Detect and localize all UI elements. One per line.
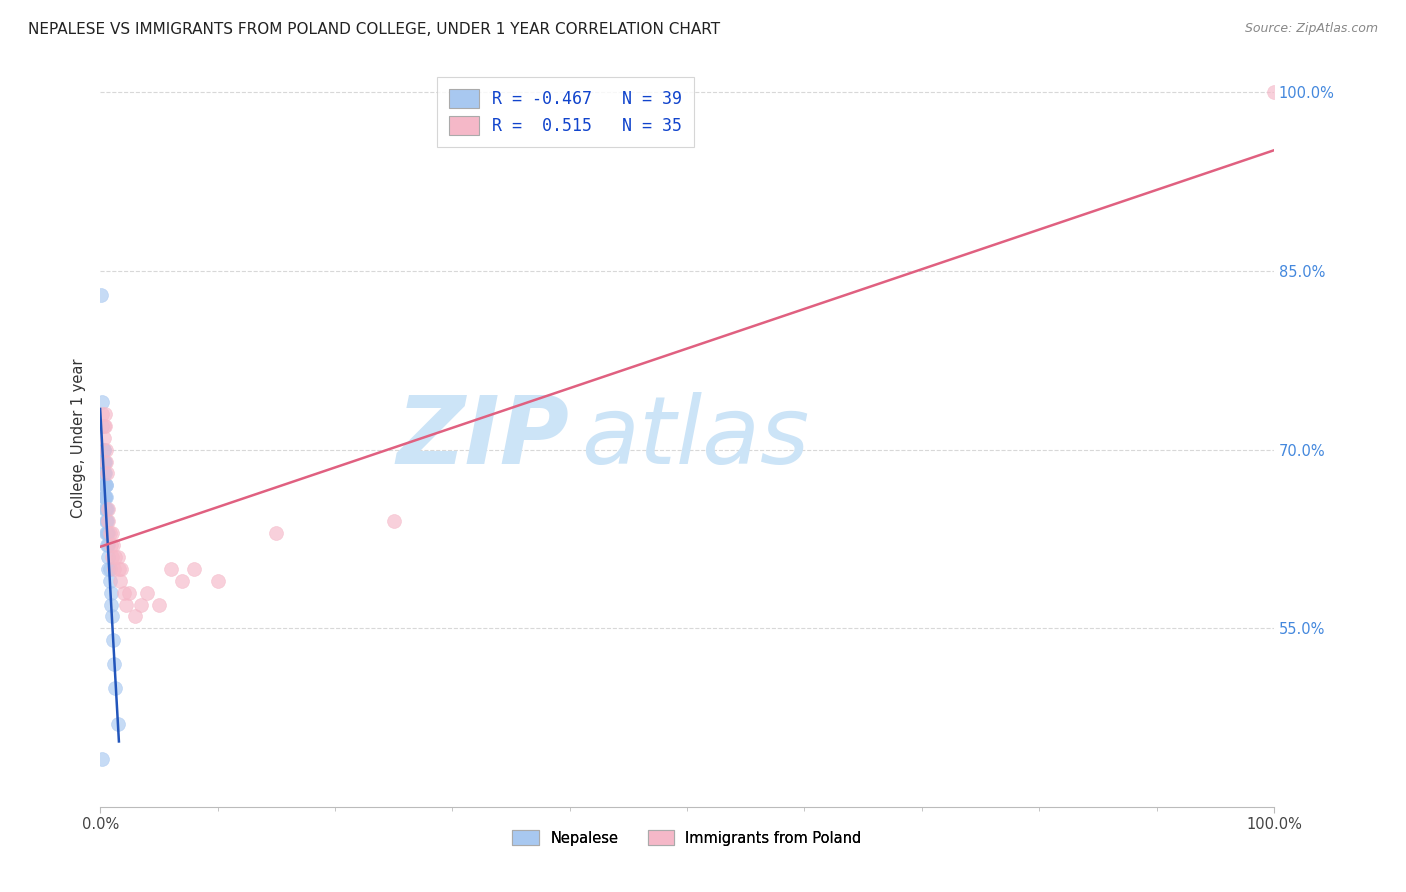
Point xyxy=(107,549,129,564)
Point xyxy=(101,633,124,648)
Point xyxy=(91,395,114,409)
Point xyxy=(94,491,117,505)
Point xyxy=(94,491,117,505)
Point xyxy=(94,467,117,481)
Point xyxy=(90,288,112,302)
Text: atlas: atlas xyxy=(582,392,810,483)
Point xyxy=(93,478,115,492)
Point xyxy=(94,454,117,468)
Point xyxy=(148,598,170,612)
Point xyxy=(103,657,125,671)
Text: NEPALESE VS IMMIGRANTS FROM POLAND COLLEGE, UNDER 1 YEAR CORRELATION CHART: NEPALESE VS IMMIGRANTS FROM POLAND COLLE… xyxy=(28,22,720,37)
Point xyxy=(108,562,131,576)
Point xyxy=(100,538,122,552)
Point xyxy=(94,418,117,433)
Legend: Nepalese, Immigrants from Poland: Nepalese, Immigrants from Poland xyxy=(506,824,868,851)
Point xyxy=(94,454,117,468)
Point xyxy=(94,407,117,421)
Y-axis label: College, Under 1 year: College, Under 1 year xyxy=(72,358,86,517)
Point xyxy=(207,574,229,588)
Point xyxy=(98,574,121,588)
Point xyxy=(104,549,127,564)
Point xyxy=(96,502,118,516)
Point xyxy=(93,467,115,481)
Point xyxy=(159,562,181,576)
Point xyxy=(94,491,117,505)
Point xyxy=(93,442,115,457)
Point xyxy=(97,549,120,564)
Point xyxy=(107,716,129,731)
Point xyxy=(264,526,287,541)
Point xyxy=(183,562,205,576)
Point xyxy=(124,609,146,624)
Point xyxy=(91,752,114,766)
Point xyxy=(94,514,117,528)
Point xyxy=(101,538,124,552)
Point xyxy=(94,502,117,516)
Text: Source: ZipAtlas.com: Source: ZipAtlas.com xyxy=(1244,22,1378,36)
Point xyxy=(96,514,118,528)
Point xyxy=(101,526,124,541)
Text: ZIP: ZIP xyxy=(396,392,569,483)
Point xyxy=(382,514,405,528)
Point xyxy=(94,526,117,541)
Point xyxy=(136,585,159,599)
Point xyxy=(118,585,141,599)
Point xyxy=(91,418,114,433)
Point xyxy=(97,538,120,552)
Point xyxy=(93,442,115,457)
Point xyxy=(96,538,118,552)
Point xyxy=(94,442,117,457)
Point xyxy=(110,562,132,576)
Point xyxy=(93,491,115,505)
Point xyxy=(129,598,152,612)
Point xyxy=(94,502,117,516)
Point xyxy=(100,598,122,612)
Point xyxy=(93,418,115,433)
Point xyxy=(103,562,125,576)
Point xyxy=(112,585,135,599)
Point xyxy=(101,609,124,624)
Point xyxy=(93,454,115,468)
Point xyxy=(97,562,120,576)
Point xyxy=(101,549,124,564)
Point xyxy=(104,681,127,695)
Point xyxy=(1263,86,1285,100)
Point xyxy=(115,598,138,612)
Point xyxy=(98,562,121,576)
Point xyxy=(94,478,117,492)
Point xyxy=(94,478,117,492)
Point xyxy=(91,407,114,421)
Point xyxy=(97,526,120,541)
Point xyxy=(172,574,194,588)
Point xyxy=(93,431,115,445)
Point xyxy=(100,585,122,599)
Point xyxy=(97,502,120,516)
Point xyxy=(108,574,131,588)
Point xyxy=(94,478,117,492)
Point xyxy=(96,526,118,541)
Point xyxy=(98,526,121,541)
Point xyxy=(97,514,120,528)
Point xyxy=(96,467,118,481)
